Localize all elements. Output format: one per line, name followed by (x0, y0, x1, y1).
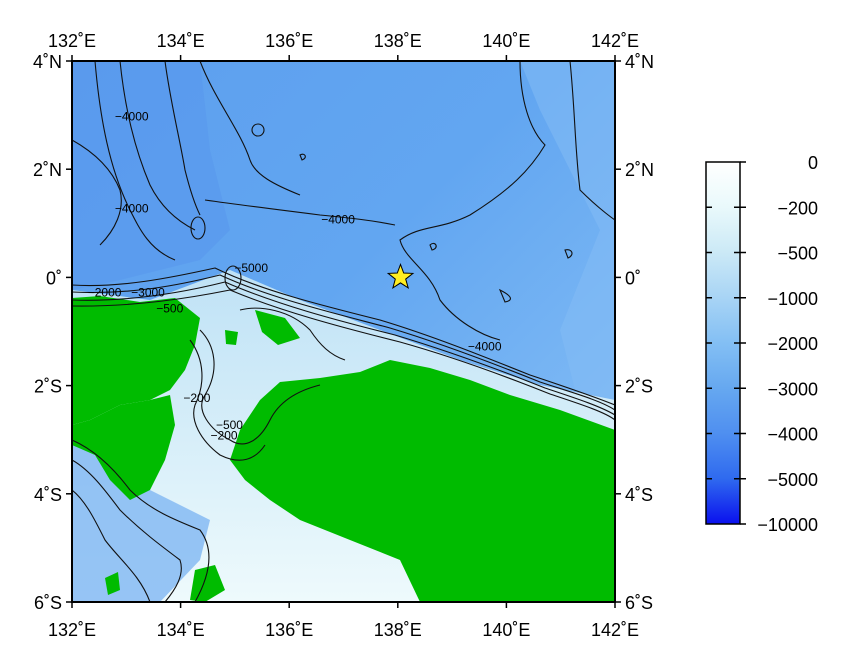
colorbar-label: −4000 (767, 425, 818, 445)
lon-label-bottom: 138˚E (374, 620, 422, 640)
lat-label-right: 4˚S (625, 485, 653, 505)
star-icon (386, 262, 415, 290)
contour-sw-3 (72, 489, 151, 602)
contour-small-1 (498, 288, 511, 303)
colorbar-label: −5000 (767, 470, 818, 490)
depth-colorbar: 0 −200 −500 −1000 −2000 −3000 −4000 −5000 −10000 (705, 153, 818, 535)
colorbar-label: −500 (777, 244, 818, 264)
lat-label-left: 4˚N (33, 52, 62, 72)
contour-label: −4000 (468, 339, 502, 353)
contour-bay-2 (189, 339, 266, 461)
contour-label: −4000 (115, 201, 149, 215)
colorbar-label: −3000 (767, 379, 818, 399)
ocean-west-rough (72, 61, 230, 290)
lat-label-right: 2˚S (625, 377, 653, 397)
contour-labels: −4000 −4000 −4000 −5000 −2000 −3000 −500 −4000 −… (88, 110, 502, 443)
contour-seamount-1 (190, 216, 206, 240)
lat-label-left: 2˚N (33, 160, 62, 180)
contour-label: −4000 (321, 212, 355, 226)
contour-seamount-2 (224, 265, 242, 291)
land-new-guinea (230, 360, 615, 602)
contour-label: −500 (216, 418, 243, 432)
contour-ridge (199, 61, 301, 196)
lon-label-top: 142˚E (591, 31, 639, 51)
lon-label-bottom: 140˚E (482, 620, 530, 640)
ocean-east (520, 61, 615, 400)
lat-label-left: 4˚S (34, 485, 62, 505)
contour-coast-2 (72, 274, 615, 411)
lat-label-right: 0˚ (625, 268, 641, 288)
lat-label-left: 0˚ (46, 268, 62, 288)
contour-west-2 (119, 61, 196, 231)
land-islet (225, 330, 238, 345)
contour-coast-3 (72, 281, 615, 416)
lon-label-top: 140˚E (482, 31, 530, 51)
lat-label-left: 6˚S (34, 593, 62, 613)
contour-label: −2000 (88, 285, 122, 299)
contour-west-1 (94, 61, 176, 261)
contour-4000-east (399, 61, 546, 341)
axis-ticks (66, 55, 621, 608)
contour-4000-far-east (569, 61, 615, 221)
lon-label-bottom: 134˚E (157, 620, 205, 640)
land-bird-head (72, 296, 200, 425)
contour-bay-1 (199, 329, 321, 445)
colorbar-label: −10000 (757, 515, 818, 535)
axis-labels: 132˚E 132˚E 134˚E 134˚E 136˚E 136˚E 138˚E 138˚E… (33, 31, 654, 640)
contour-sw-2 (72, 459, 182, 602)
map-area: −4000 −4000 −4000 −5000 −2000 −3000 −500 −4000 −… (72, 61, 615, 602)
contour-coast-4 (72, 289, 615, 421)
depth-contours (72, 61, 615, 602)
contour-small-3 (429, 242, 437, 251)
contour-label: −200 (183, 391, 210, 405)
contour-small-4 (299, 153, 306, 161)
colorbar-label: −200 (777, 198, 818, 218)
colorbar-label: 0 (808, 153, 818, 173)
lon-label-top: 138˚E (374, 31, 422, 51)
contour-small-2 (564, 249, 573, 259)
lat-label-right: 6˚S (625, 593, 653, 613)
lon-label-top: 132˚E (48, 31, 96, 51)
lat-label-right: 4˚N (625, 52, 654, 72)
contour-4000-mid (204, 199, 396, 226)
contour-label: −4000 (115, 110, 149, 124)
land-peninsula (72, 395, 175, 500)
contour-west-4 (72, 139, 122, 246)
contour-label: −5000 (234, 261, 268, 275)
ocean-southwest (72, 440, 210, 602)
contour-west-3 (164, 61, 201, 216)
contour-label: −500 (156, 302, 183, 316)
contour-label: −200 (211, 429, 238, 443)
contour-label: −3000 (131, 285, 165, 299)
lon-label-top: 134˚E (157, 31, 205, 51)
lat-label-right: 2˚N (625, 160, 654, 180)
lon-label-bottom: 142˚E (591, 620, 639, 640)
colorbar-label: −1000 (767, 289, 818, 309)
contour-bay-3 (239, 307, 346, 361)
colorbar-label: −2000 (767, 334, 818, 354)
colorbar-ticks: 0 −200 −500 −1000 −2000 −3000 −4000 −5000 −10000 (706, 153, 818, 535)
contour-sw-1 (72, 439, 210, 602)
contour-coast-1 (72, 267, 615, 406)
map-frame (71, 60, 616, 603)
land-southwest-islet (105, 572, 120, 595)
land-south-islet (190, 565, 225, 602)
land (72, 296, 615, 602)
lon-label-bottom: 132˚E (48, 620, 96, 640)
lon-label-bottom: 136˚E (265, 620, 313, 640)
contour-seamount-3 (251, 123, 265, 137)
lon-label-top: 136˚E (265, 31, 313, 51)
lat-label-left: 2˚S (34, 377, 62, 397)
land-biak (255, 310, 300, 345)
